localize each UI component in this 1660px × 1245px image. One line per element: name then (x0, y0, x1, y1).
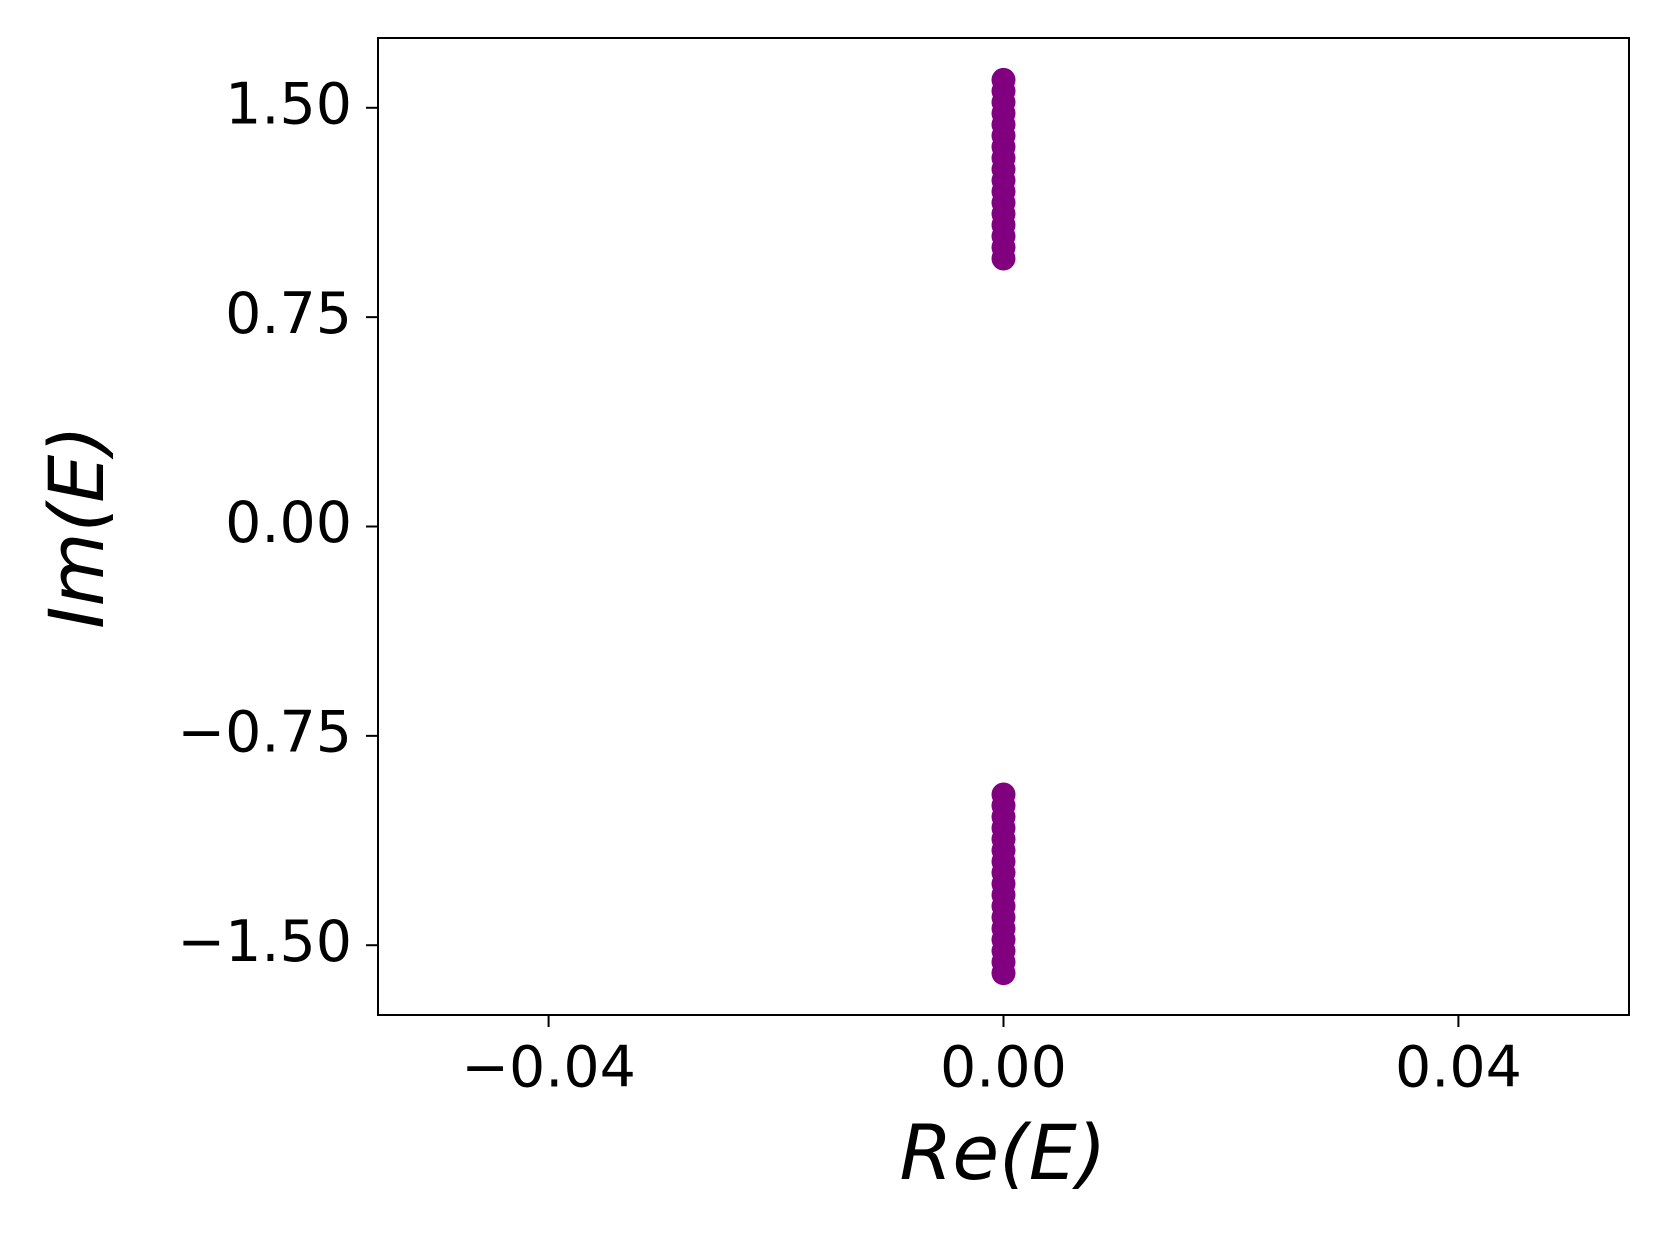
y-tick-label: 0.75 (225, 281, 352, 347)
point (991, 961, 1016, 986)
x-tick-label: 0.00 (940, 1035, 1067, 1101)
point (991, 67, 1016, 92)
x-tick-label: 0.04 (1395, 1035, 1522, 1101)
x-axis-label: Re(E) (900, 1108, 1107, 1197)
y-tick-label: 0.00 (225, 490, 352, 556)
y-tick-label: −0.75 (177, 699, 352, 765)
y-tick-label: 1.50 (225, 71, 352, 137)
y-tick-label: −1.50 (177, 909, 352, 975)
y-axis-label: Im(E) (32, 425, 121, 629)
x-tick-label: −0.04 (461, 1035, 636, 1101)
